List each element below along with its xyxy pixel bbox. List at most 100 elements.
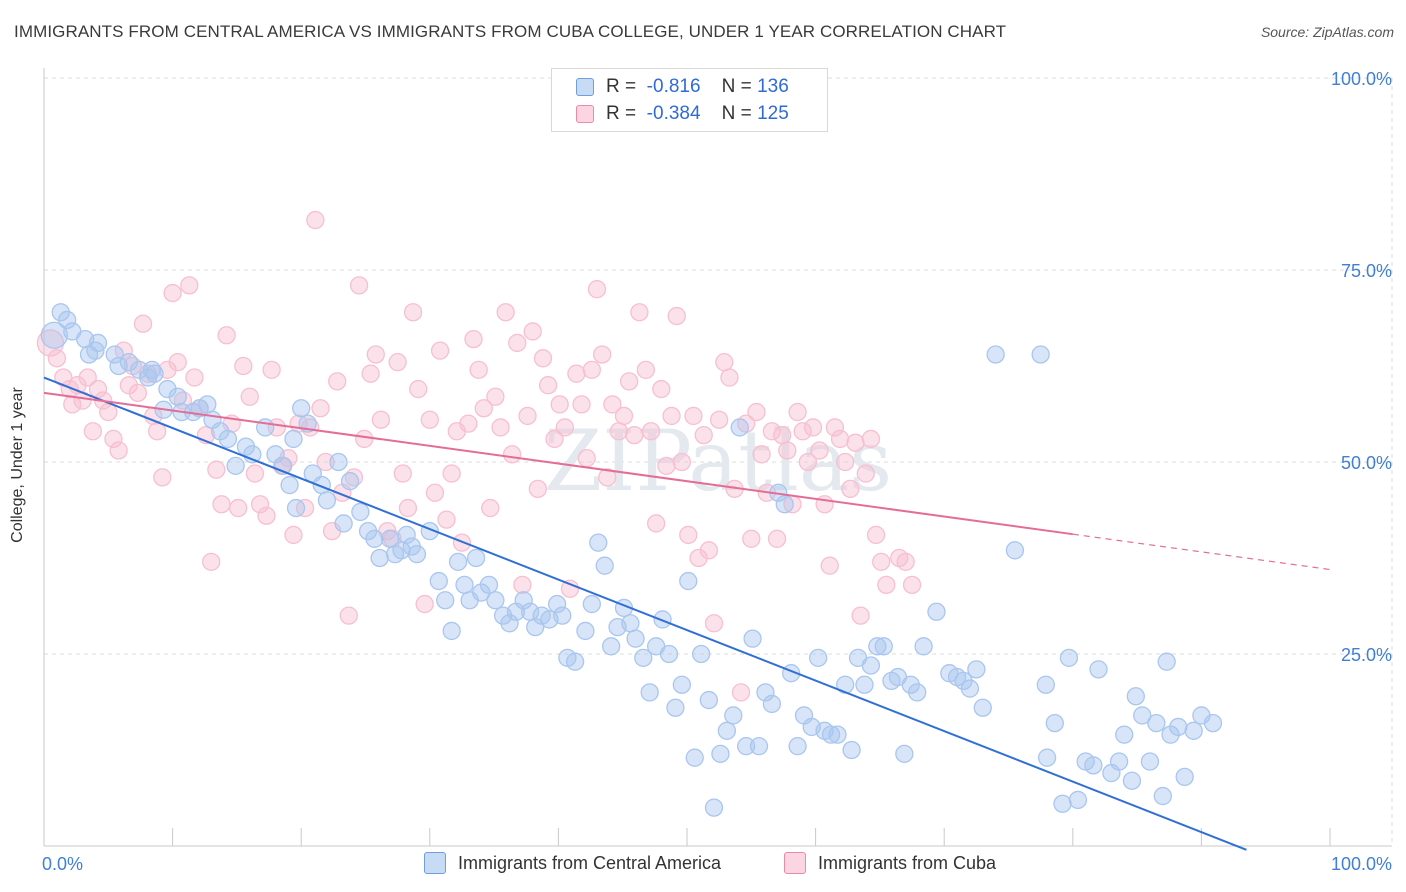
data-point [877, 575, 896, 595]
data-point [202, 552, 221, 571]
data-point [699, 690, 719, 710]
data-point [398, 498, 418, 518]
data-point [217, 326, 236, 345]
data-point [1161, 725, 1180, 744]
data-point [582, 594, 601, 614]
data-point [466, 548, 486, 568]
data-point [767, 529, 787, 548]
data-point [731, 683, 751, 702]
data-point [872, 552, 891, 571]
data-point [846, 433, 865, 452]
data-point [526, 617, 545, 637]
data-point [481, 498, 500, 518]
data-point [500, 614, 519, 633]
data-point [388, 353, 407, 372]
data-point [329, 452, 348, 472]
data-point [666, 698, 685, 717]
data-point [109, 441, 128, 460]
data-point [370, 548, 389, 568]
data-point [603, 395, 622, 414]
data-point [1068, 790, 1088, 810]
data-point [595, 556, 614, 575]
data-point [967, 660, 986, 679]
data-point [1089, 660, 1108, 679]
data-point [652, 379, 671, 399]
data-point [1045, 713, 1064, 733]
y-tick-label: 75.0% [1341, 261, 1392, 281]
trend-line-central-america [43, 376, 1247, 851]
data-point [809, 648, 828, 667]
data-point [1115, 725, 1134, 744]
data-point [730, 418, 749, 437]
data-point [1184, 721, 1203, 740]
legend-swatch-pink [784, 852, 806, 874]
data-point [436, 591, 455, 610]
data-point [442, 621, 461, 641]
data-point [1175, 767, 1194, 787]
data-point [836, 452, 855, 472]
data-point [825, 418, 845, 437]
data-point [250, 495, 270, 514]
data-point [625, 425, 644, 445]
data-point [491, 418, 510, 437]
data-point [621, 614, 640, 633]
x-tick-label: 100.0% [1331, 854, 1392, 874]
data-point [747, 402, 766, 422]
data-point [351, 502, 370, 522]
data-point [659, 644, 679, 664]
data-point [614, 406, 634, 426]
data-point [407, 545, 427, 564]
legend-item-cuba: Immigrants from Cuba [784, 852, 996, 874]
data-point [821, 725, 841, 744]
y-tick-label: 100.0% [1331, 69, 1392, 89]
data-point [1053, 794, 1072, 813]
data-point [895, 744, 914, 763]
data-point [502, 445, 522, 464]
data-point [429, 571, 448, 591]
data-point [868, 637, 887, 656]
data-point [793, 422, 812, 441]
data-point [397, 525, 416, 545]
data-point [667, 306, 686, 326]
data-point [704, 798, 724, 817]
data-point [720, 368, 739, 387]
data-point [533, 349, 553, 368]
data-point [47, 349, 67, 368]
correlation-legend: R = -0.816 N = 136 R = -0.384 N = 125 [551, 68, 828, 132]
data-point [861, 429, 881, 449]
data-point [856, 464, 875, 483]
data-point [640, 683, 659, 702]
data-point [775, 495, 794, 514]
legend-n-value: 125 [757, 103, 789, 124]
data-point [672, 452, 692, 472]
data-point [749, 737, 769, 756]
data-point [40, 321, 68, 349]
grid-lines [44, 77, 1393, 846]
data-point [145, 364, 164, 383]
data-point [316, 452, 335, 472]
data-point [88, 333, 108, 353]
data-point [538, 376, 558, 395]
data-point [1084, 756, 1103, 775]
legend-item-central-america: Immigrants from Central America [424, 852, 721, 874]
data-point [630, 303, 649, 322]
data-point [662, 406, 681, 426]
data-point [914, 637, 933, 656]
data-point [803, 418, 823, 437]
data-point [226, 456, 245, 475]
data-point [1140, 752, 1160, 771]
data-point [715, 353, 734, 372]
data-point [553, 606, 572, 625]
trend-lines [43, 376, 1331, 851]
data-point [927, 602, 946, 621]
data-point [710, 410, 729, 429]
data-point [851, 606, 870, 625]
data-point [1133, 706, 1152, 725]
data-point [737, 737, 756, 756]
data-point [472, 583, 491, 602]
data-point [626, 629, 645, 648]
data-point [211, 422, 230, 441]
data-point [699, 541, 719, 560]
data-point [646, 514, 666, 533]
data-point [724, 706, 743, 725]
